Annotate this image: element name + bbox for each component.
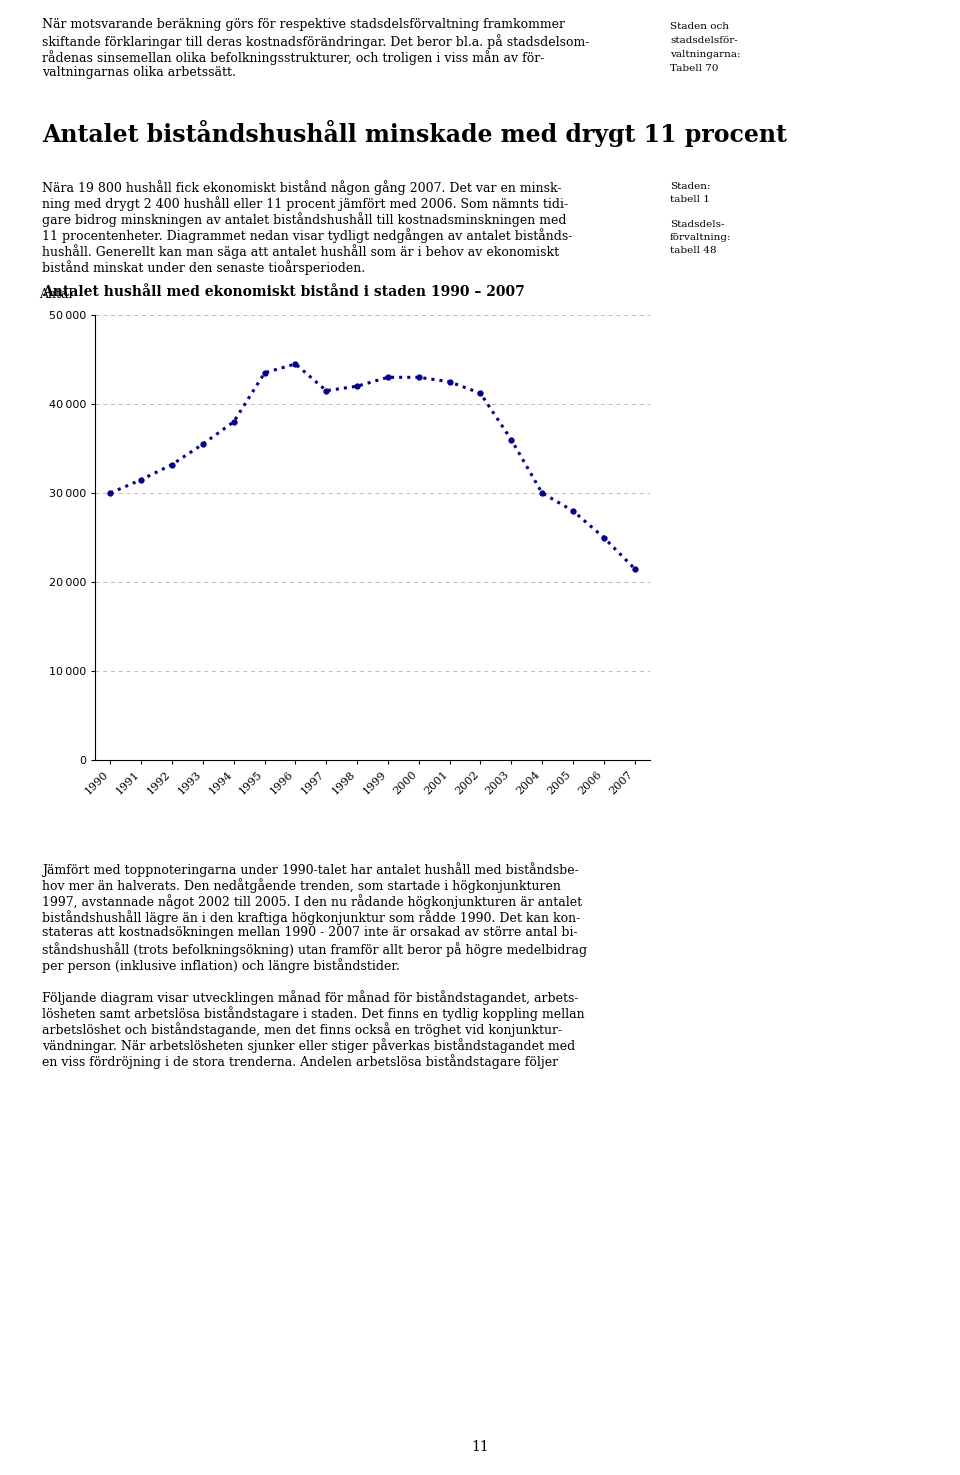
Text: Staden och: Staden och xyxy=(670,22,729,31)
Text: hushåll. Generellt kan man säga att antalet hushåll som är i behov av ekonomiskt: hushåll. Generellt kan man säga att anta… xyxy=(42,243,559,260)
Text: Antal: Antal xyxy=(39,288,73,301)
Text: 11: 11 xyxy=(471,1440,489,1454)
Text: Följande diagram visar utvecklingen månad för månad för biståndstagandet, arbets: Följande diagram visar utvecklingen måna… xyxy=(42,990,579,1004)
Text: bistånd minskat under den senaste tioårsperioden.: bistånd minskat under den senaste tioårs… xyxy=(42,260,365,274)
Text: gare bidrog minskningen av antalet biståndshushåll till kostnadsminskningen med: gare bidrog minskningen av antalet bistå… xyxy=(42,212,566,227)
Text: skiftande förklaringar till deras kostnadsförändringar. Det beror bl.a. på stads: skiftande förklaringar till deras kostna… xyxy=(42,34,589,49)
Text: Jämfört med toppnoteringarna under 1990-talet har antalet hushåll med biståndsbe: Jämfört med toppnoteringarna under 1990-… xyxy=(42,861,579,876)
Text: valtningarnas olika arbetssätt.: valtningarnas olika arbetssätt. xyxy=(42,66,236,80)
Text: Antalet biståndshushåll minskade med drygt 11 procent: Antalet biståndshushåll minskade med dry… xyxy=(42,119,787,148)
Text: arbetslöshet och biståndstagande, men det finns också en tröghet vid konjunktur-: arbetslöshet och biståndstagande, men de… xyxy=(42,1022,563,1037)
Text: valtningarna:: valtningarna: xyxy=(670,50,740,59)
Text: Staden:: Staden: xyxy=(670,181,710,190)
Text: Nära 19 800 hushåll fick ekonomiskt bistånd någon gång 2007. Det var en minsk-: Nära 19 800 hushåll fick ekonomiskt bist… xyxy=(42,180,562,195)
Text: biståndshushåll lägre än i den kraftiga högkonjunktur som rådde 1990. Det kan ko: biståndshushåll lägre än i den kraftiga … xyxy=(42,910,580,925)
Text: en viss fördröjning i de stora trenderna. Andelen arbetslösa biståndstagare följ: en viss fördröjning i de stora trenderna… xyxy=(42,1055,558,1069)
Text: per person (inklusive inflation) och längre biståndstider.: per person (inklusive inflation) och län… xyxy=(42,957,400,974)
Text: 1997, avstannade något 2002 till 2005. I den nu rådande högkonjunkturen är antal: 1997, avstannade något 2002 till 2005. I… xyxy=(42,894,582,909)
Text: tabell 1: tabell 1 xyxy=(670,195,709,204)
Text: ståndshushåll (trots befolkningsökning) utan framför allt beror på högre medelbi: ståndshushåll (trots befolkningsökning) … xyxy=(42,943,588,957)
Text: stadsdelsför-: stadsdelsför- xyxy=(670,35,737,46)
Text: Antalet hushåll med ekonomiskt bistånd i staden 1990 – 2007: Antalet hushåll med ekonomiskt bistånd i… xyxy=(42,285,525,299)
Text: När motsvarande beräkning görs för respektive stadsdelsförvaltning framkommer: När motsvarande beräkning görs för respe… xyxy=(42,18,565,31)
Text: rådenas sinsemellan olika befolkningsstrukturer, och troligen i viss mån av för-: rådenas sinsemellan olika befolkningsstr… xyxy=(42,50,544,65)
Text: ning med drygt 2 400 hushåll eller 11 procent jämfört med 2006. Som nämnts tidi-: ning med drygt 2 400 hushåll eller 11 pr… xyxy=(42,196,568,211)
Text: vändningar. När arbetslösheten sjunker eller stiger påverkas biståndstagandet me: vändningar. När arbetslösheten sjunker e… xyxy=(42,1038,575,1053)
Text: Tabell 70: Tabell 70 xyxy=(670,63,718,72)
Text: 11 procentenheter. Diagrammet nedan visar tydligt nedgången av antalet bistånds-: 11 procentenheter. Diagrammet nedan visa… xyxy=(42,229,572,243)
Text: Stadsdels-: Stadsdels- xyxy=(670,220,725,229)
Text: lösheten samt arbetslösa biståndstagare i staden. Det finns en tydlig koppling m: lösheten samt arbetslösa biståndstagare … xyxy=(42,1006,585,1021)
Text: hov mer än halverats. Den nedåtgående trenden, som startade i högkonjunkturen: hov mer än halverats. Den nedåtgående tr… xyxy=(42,878,561,892)
Text: stateras att kostnadsökningen mellan 1990 - 2007 inte är orsakad av större antal: stateras att kostnadsökningen mellan 199… xyxy=(42,926,578,940)
Text: förvaltning:: förvaltning: xyxy=(670,233,732,242)
Text: tabell 48: tabell 48 xyxy=(670,246,716,255)
